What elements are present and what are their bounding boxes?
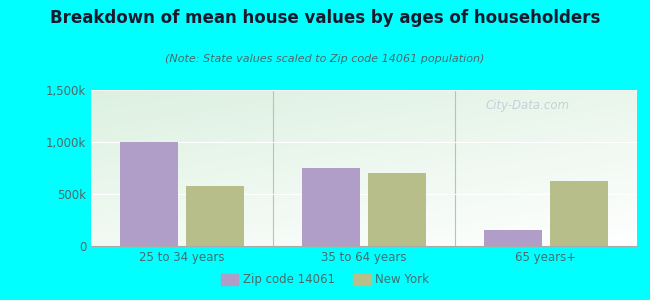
Legend: Zip code 14061, New York: Zip code 14061, New York	[216, 269, 434, 291]
Bar	[368, 173, 426, 246]
Text: Breakdown of mean house values by ages of householders: Breakdown of mean house values by ages o…	[50, 9, 600, 27]
Bar	[484, 230, 542, 246]
Text: City-Data.com: City-Data.com	[486, 99, 570, 112]
Bar	[120, 142, 178, 246]
Bar	[186, 186, 244, 246]
Bar	[550, 181, 608, 246]
Bar	[302, 168, 360, 246]
Text: (Note: State values scaled to Zip code 14061 population): (Note: State values scaled to Zip code 1…	[165, 54, 485, 64]
